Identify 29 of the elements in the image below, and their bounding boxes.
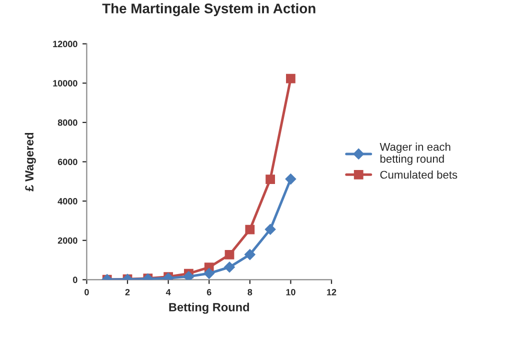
x-tick-label: 8: [248, 288, 252, 296]
point: [285, 174, 296, 184]
y-tick-label: 2000: [58, 237, 78, 244]
y-tick-label: 6000: [58, 158, 78, 166]
point: [245, 224, 255, 234]
point: [244, 249, 256, 260]
y-tick-label: 8000: [58, 119, 78, 126]
point: [286, 74, 296, 84]
y-tick-label: 4000: [58, 198, 78, 204]
x-tick-label: 12: [327, 288, 336, 296]
y-tick-label: 10000: [53, 80, 78, 86]
y-tick-label: 12000: [53, 40, 78, 48]
y-tick-label: 0: [73, 276, 78, 284]
legend-label: Wager in each betting round: [380, 142, 450, 165]
point: [264, 224, 276, 235]
x-axis-title: Betting Round: [169, 302, 249, 314]
x-tick-label: 2: [125, 288, 130, 296]
point: [266, 174, 275, 184]
point: [224, 262, 235, 273]
point: [204, 268, 215, 279]
x-tick-label: 0: [84, 288, 89, 296]
point: [183, 271, 194, 280]
x-tick-label: 4: [166, 289, 171, 296]
x-tick-label: 10: [286, 288, 296, 296]
x-tick-label: 6: [206, 288, 212, 296]
chart-title: The Martingale System in Action: [102, 3, 316, 16]
y-axis-title: £ Wagered: [24, 132, 36, 192]
point: [224, 250, 234, 260]
legend-label: Cumulated bets: [380, 170, 458, 179]
